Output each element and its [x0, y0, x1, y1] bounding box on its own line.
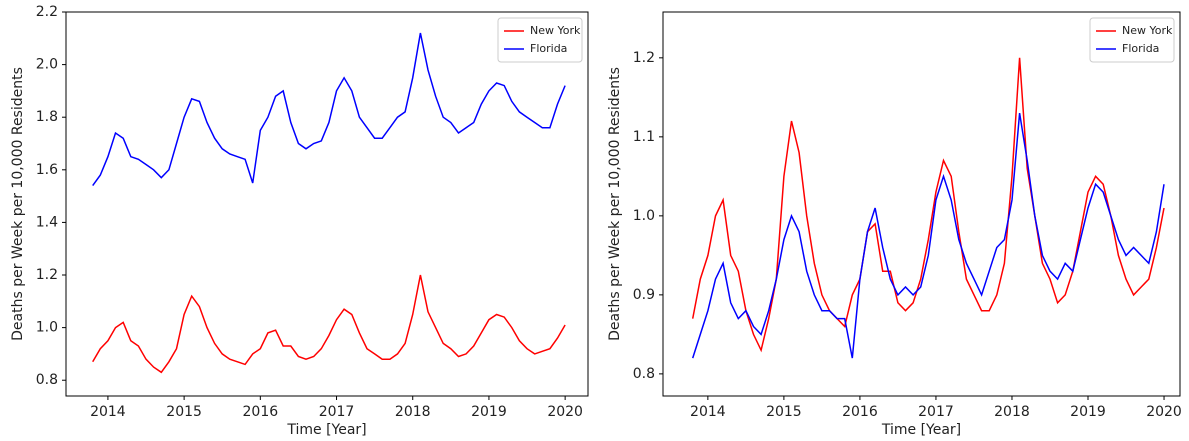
y-tick-label: 1.8 [36, 109, 58, 125]
x-axis-label: Time [Year] [286, 422, 366, 438]
x-tick-label: 2020 [547, 404, 583, 420]
y-tick-label: 1.6 [36, 162, 58, 178]
y-tick-label: 2.2 [36, 4, 58, 20]
legend-box [497, 17, 583, 63]
y-tick-label: 0.8 [36, 372, 58, 388]
y-axis-label: Deaths per Week per 10,000 Residents [607, 67, 623, 341]
x-tick-label: 2015 [166, 404, 202, 420]
y-tick-label: 2.0 [36, 57, 58, 73]
x-tick-label: 2014 [690, 404, 726, 420]
legend-box [1089, 17, 1175, 63]
legend-label: New York [530, 24, 581, 37]
x-tick-label: 2016 [842, 404, 878, 420]
x-tick-label: 2019 [1070, 404, 1106, 420]
data-line [691, 112, 1165, 359]
y-tick-label: 1.4 [36, 214, 58, 230]
x-tick-label: 2018 [994, 404, 1030, 420]
y-tick-label: 0.8 [633, 366, 655, 382]
x-tick-label: 2015 [766, 404, 802, 420]
x-tick-label: 2014 [90, 404, 126, 420]
y-axis-label: Deaths per Week per 10,000 Residents [10, 67, 26, 341]
legend-label: Florida [530, 42, 567, 55]
x-tick-label: 2016 [243, 404, 279, 420]
x-tick-label: 2017 [319, 404, 355, 420]
data-line [691, 57, 1165, 353]
axis-box [662, 11, 1181, 397]
y-tick-label: 1.0 [36, 320, 58, 336]
y-tick-label: 0.9 [633, 287, 655, 303]
x-axis-label: Time [Year] [881, 422, 961, 438]
legend-label: New York [1122, 24, 1173, 37]
y-tick-label: 1.1 [633, 129, 655, 145]
y-tick-label: 1.0 [633, 208, 655, 224]
y-tick-label: 1.2 [633, 50, 655, 66]
x-tick-label: 2020 [1146, 404, 1182, 420]
data-line [92, 32, 566, 187]
y-tick-label: 1.2 [36, 267, 58, 283]
axis-box [65, 11, 589, 397]
x-tick-label: 2017 [918, 404, 954, 420]
x-tick-label: 2018 [395, 404, 431, 420]
data-line [92, 274, 566, 374]
legend-label: Florida [1122, 42, 1159, 55]
x-tick-label: 2019 [471, 404, 507, 420]
